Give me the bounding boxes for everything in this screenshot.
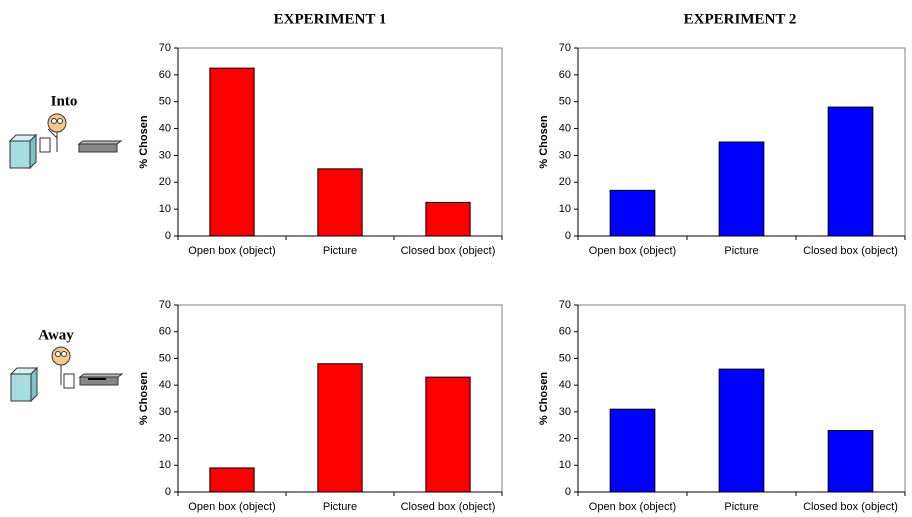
y-tick-label: 70 [159,42,171,54]
x-tick-label: Picture [323,245,357,257]
y-tick-label: 70 [559,299,571,311]
y-tick-label: 50 [159,352,171,364]
bar [609,189,656,237]
x-tick-label: Open box (object) [589,501,676,513]
x-tick-label: Open box (object) [188,245,275,257]
y-tick-label: 10 [159,203,171,215]
y-tick-label: 40 [159,379,171,391]
y-tick-label: 40 [559,379,571,391]
column-title: EXPERIMENT 2 [684,11,797,27]
y-tick-label: 20 [559,176,571,188]
y-axis-label: % Chosen [138,372,150,425]
y-tick-label: 30 [159,406,171,418]
x-tick-label: Closed box (object) [803,501,898,513]
y-tick-label: 60 [559,326,571,338]
y-tick-label: 70 [159,299,171,311]
bar [718,368,765,493]
y-axis-label: % Chosen [538,372,550,425]
y-tick-label: 0 [165,230,171,242]
bar [827,430,874,493]
y-tick-label: 10 [559,203,571,215]
y-tick-label: 20 [559,432,571,444]
y-axis-label: % Chosen [538,115,550,168]
y-tick-label: 20 [159,432,171,444]
bar [317,168,363,237]
y-tick-label: 30 [559,149,571,161]
bar [718,141,765,237]
x-tick-label: Picture [323,501,357,513]
x-tick-label: Closed box (object) [803,245,898,257]
x-tick-label: Open box (object) [188,501,275,513]
y-tick-label: 60 [159,69,171,81]
y-tick-label: 30 [159,149,171,161]
column-title: EXPERIMENT 1 [274,11,387,27]
x-tick-label: Picture [724,245,758,257]
bar [425,201,471,237]
y-tick-label: 10 [559,459,571,471]
y-tick-label: 40 [559,122,571,134]
bar [317,363,363,493]
x-tick-label: Picture [724,501,758,513]
y-tick-label: 50 [559,352,571,364]
y-tick-label: 0 [565,230,571,242]
into-icon [8,113,123,170]
y-tick-label: 60 [559,69,571,81]
y-tick-label: 30 [559,406,571,418]
away-icon [9,346,124,403]
bar [827,106,874,237]
y-tick-label: 0 [565,486,571,498]
x-tick-label: Closed box (object) [401,245,496,257]
y-tick-label: 20 [159,176,171,188]
y-tick-label: 10 [159,459,171,471]
row-label: Into [51,93,78,109]
y-tick-label: 60 [159,326,171,338]
bar [425,376,471,493]
bar [209,67,255,237]
y-tick-label: 50 [559,96,571,108]
bar [609,408,656,493]
y-tick-label: 70 [559,42,571,54]
x-tick-label: Open box (object) [589,245,676,257]
x-tick-label: Closed box (object) [401,501,496,513]
row-label: Away [38,327,74,343]
bar [209,467,255,493]
y-tick-label: 0 [165,486,171,498]
y-axis-label: % Chosen [138,115,150,168]
y-tick-label: 40 [159,122,171,134]
y-tick-label: 50 [159,96,171,108]
